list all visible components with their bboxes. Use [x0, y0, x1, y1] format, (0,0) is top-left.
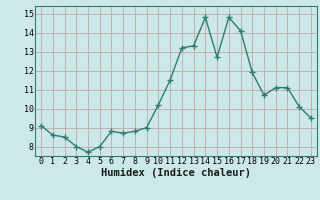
- X-axis label: Humidex (Indice chaleur): Humidex (Indice chaleur): [101, 168, 251, 178]
